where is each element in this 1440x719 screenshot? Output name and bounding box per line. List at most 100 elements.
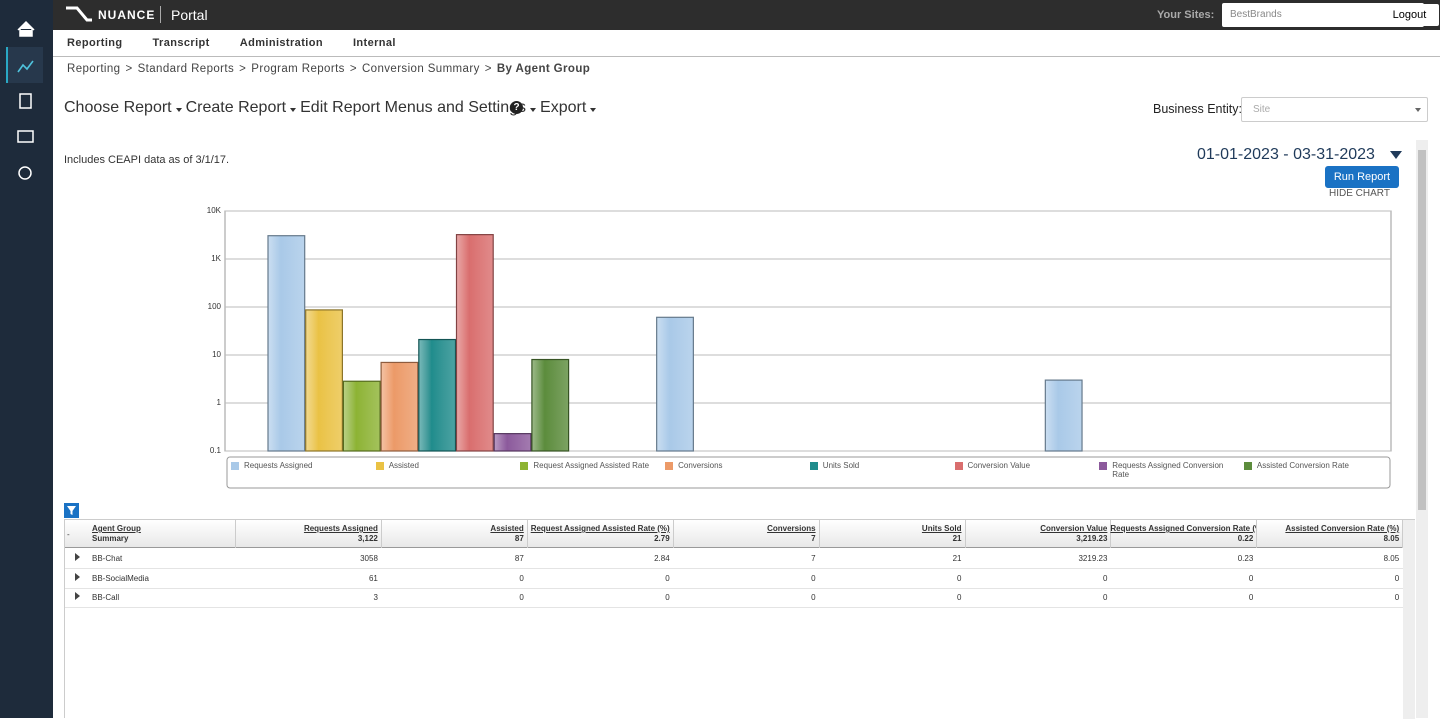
column-divider <box>235 520 236 548</box>
bar <box>267 235 306 452</box>
toolbar-button[interactable]: Edit Report Menus and Settings <box>300 99 537 117</box>
header-title[interactable]: Agent Group <box>92 524 141 533</box>
menu-item[interactable]: Reporting <box>67 37 123 49</box>
cell: 0 <box>1248 573 1254 583</box>
crumb-item[interactable]: Reporting <box>67 63 121 75</box>
legend-item: Request Assigned Assisted Rate <box>520 461 660 470</box>
logout-button[interactable]: Logout <box>1380 4 1439 26</box>
cell: 87 <box>514 554 524 563</box>
expand-arrow[interactable] <box>75 553 80 561</box>
header-summary: 8.05 <box>1383 534 1400 543</box>
toolbar-button[interactable]: Export <box>540 99 597 117</box>
hide-chart[interactable]: HIDE CHART <box>1329 188 1390 199</box>
legend-swatch <box>1243 462 1252 470</box>
caret <box>175 108 182 112</box>
expand-arrow[interactable] <box>75 592 80 600</box>
y-tick-label: 1 <box>217 398 222 407</box>
header-title[interactable]: Requests Assigned <box>303 524 378 533</box>
entity-select[interactable]: Site <box>1241 97 1428 122</box>
legend-swatch <box>1099 462 1108 470</box>
header-title[interactable]: Requests Assigned Conversion Rate (% <box>1110 524 1257 533</box>
legend-label: Units Sold <box>822 461 860 470</box>
header-title[interactable]: Units Sold <box>921 524 962 533</box>
cell: 2.84 <box>654 554 670 563</box>
scrollbar[interactable] <box>1416 140 1428 718</box>
legend-label: Conversion Value <box>967 461 1031 470</box>
caret <box>590 108 597 112</box>
expand-arrow[interactable] <box>75 572 80 581</box>
site-value: BestBrands <box>1230 9 1282 20</box>
crumb-item[interactable]: Conversion Summary <box>361 63 480 75</box>
active-marker <box>6 47 8 83</box>
legend-item: Conversions <box>665 461 805 470</box>
cell: 0 <box>957 593 962 602</box>
settings-icon[interactable] <box>18 166 32 180</box>
legend-item: Conversion Value <box>954 461 1095 470</box>
date-range[interactable]: 01-01-2023 - 03-31-2023 <box>1197 146 1375 163</box>
sidebar-icons <box>6 20 43 180</box>
row-line <box>65 587 1403 589</box>
button-label: Choose Report <box>64 99 172 116</box>
toolbar-button[interactable]: Create Report <box>186 99 297 117</box>
cell: 3058 <box>360 554 378 563</box>
column-divider <box>964 520 966 548</box>
bar <box>656 316 694 452</box>
header-title[interactable]: Assisted <box>490 524 524 533</box>
header-title[interactable]: Conversion Value <box>1040 524 1108 533</box>
header-summary: 21 <box>952 534 962 543</box>
cell: 0 <box>519 573 524 583</box>
legend-label: Requests Assigned <box>244 461 313 470</box>
active-item <box>6 47 43 83</box>
cell: 3 <box>373 593 378 602</box>
toolbar: Choose Report Create Report Edit Report Me… <box>64 99 597 117</box>
crumb-item[interactable]: Program Reports <box>251 63 345 75</box>
bar <box>418 338 457 452</box>
menu-item[interactable]: Transcript <box>152 37 210 49</box>
table-scrollbar[interactable] <box>1403 520 1415 719</box>
crumb-separator: > <box>484 63 492 75</box>
crumb-separator: > <box>239 63 247 75</box>
cell: BB-SocialMedia <box>92 573 149 583</box>
column-divider <box>1256 520 1258 548</box>
legend-item: Requests Assigned <box>231 461 371 470</box>
header-title[interactable]: Request Assigned Assisted Rate (%) <box>530 524 670 533</box>
bar <box>531 358 570 452</box>
legend-label: Assisted Conversion Rate <box>1256 461 1349 470</box>
bar <box>493 433 532 452</box>
help-icon[interactable]: ? <box>510 101 523 114</box>
legend-label: Requests Assigned Conversion Rate <box>1112 461 1224 479</box>
date-caret[interactable] <box>1390 151 1402 159</box>
card-icon[interactable] <box>17 130 34 143</box>
chart: 0.1 1 10 100 1K 10K <box>207 206 1392 489</box>
header-summary: Summary <box>92 534 129 543</box>
column-divider <box>1402 520 1404 548</box>
header-row <box>65 520 1403 548</box>
cell: 0 <box>957 573 962 583</box>
menu-item[interactable]: Internal <box>352 37 396 49</box>
chart-icon[interactable] <box>17 60 34 73</box>
crumb-item[interactable]: Standard Reports <box>137 63 235 75</box>
toolbar-button[interactable]: Choose Report <box>64 99 182 117</box>
scroll-thumb[interactable] <box>1418 150 1426 510</box>
doc-icon[interactable] <box>19 93 32 109</box>
home-icon[interactable] <box>17 20 35 37</box>
legend-item: Assisted <box>375 461 516 470</box>
column-divider <box>380 520 382 548</box>
header-title[interactable]: Conversions <box>767 524 816 533</box>
legend-label: Assisted <box>388 461 419 470</box>
run-button[interactable]: Run Report <box>1325 166 1399 188</box>
bar <box>342 380 381 452</box>
cell: 3219.23 <box>1078 554 1108 563</box>
cell: BB-Chat <box>92 554 123 563</box>
cell: 0 <box>811 593 816 602</box>
header-summary: 7 <box>811 534 816 543</box>
cell: 0 <box>1394 573 1400 583</box>
header-title[interactable]: Assisted Conversion Rate (%) <box>1285 524 1400 533</box>
divider <box>160 6 161 23</box>
filter-icon[interactable] <box>64 503 79 518</box>
sites-label: Your Sites: <box>1157 9 1215 21</box>
menu-item[interactable]: Administration <box>239 37 323 49</box>
crumb-separator: > <box>125 63 133 75</box>
button-label: Edit Report Menus and Settings <box>300 99 527 116</box>
entity-value: Site <box>1253 104 1271 115</box>
